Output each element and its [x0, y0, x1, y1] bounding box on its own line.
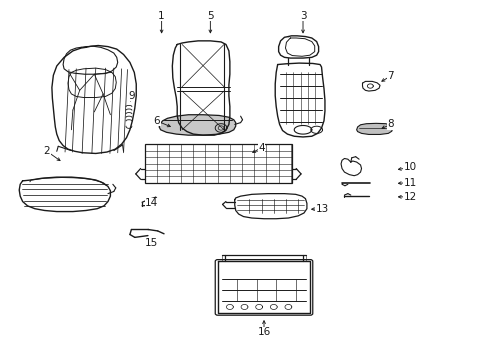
Text: 15: 15	[145, 238, 158, 248]
Text: 7: 7	[386, 71, 393, 81]
Text: 12: 12	[403, 192, 416, 202]
Text: 3: 3	[299, 11, 305, 21]
Polygon shape	[159, 115, 235, 135]
Text: 10: 10	[403, 162, 416, 172]
Text: 6: 6	[153, 116, 160, 126]
Polygon shape	[356, 123, 392, 134]
Text: 9: 9	[128, 91, 134, 101]
Text: 5: 5	[206, 11, 213, 21]
Text: 13: 13	[315, 204, 328, 214]
Text: 16: 16	[257, 327, 270, 337]
Text: 1: 1	[158, 11, 164, 21]
Bar	[144, 144, 292, 183]
Text: 8: 8	[386, 120, 393, 129]
Text: 11: 11	[403, 177, 416, 188]
Text: 2: 2	[43, 146, 50, 156]
Text: 4: 4	[258, 143, 264, 153]
Text: 14: 14	[145, 198, 158, 208]
